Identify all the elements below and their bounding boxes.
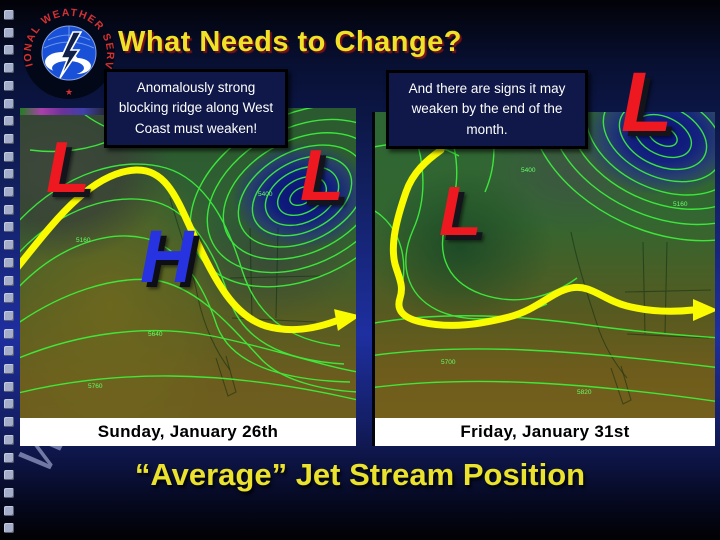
film-square [4,240,14,251]
film-square [4,169,14,180]
film-square [4,151,14,162]
film-square [4,523,14,534]
callout-weaken-signs: And there are signs it may weaken by the… [386,70,588,149]
film-square [4,381,14,392]
contour-label: 5400 [521,167,536,174]
map-right-canvas: 5160 5400 5700 5820 [375,112,715,418]
footer-title: “Average” Jet Stream Position [134,457,586,492]
low-pressure-marker: L [300,136,344,216]
film-square [4,346,14,357]
film-square [4,80,14,91]
map-left-caption: Sunday, January 26th [20,418,356,446]
nws-logo: NATIONAL WEATHER SERVICE ★ [22,6,115,99]
film-square [4,434,14,445]
film-square [4,505,14,516]
contour-label: 5820 [577,389,592,396]
film-square [4,10,14,20]
contour-label: 5760 [88,383,103,390]
map-right-jan31: 5160 5400 5700 5820 L L Friday, January … [372,60,715,446]
contour-lines [375,112,715,402]
filmstrip-decoration [0,0,18,540]
film-square [4,293,14,304]
map-right-caption: Friday, January 31st [375,418,715,446]
film-square [4,417,14,428]
film-square [4,222,14,233]
low-center-contours [189,108,356,288]
high-pressure-marker: H [140,215,194,298]
coastline-lines [570,231,712,405]
film-square [4,470,14,481]
contour-label: 5700 [441,359,456,366]
contour-value-labels: 5160 5400 5700 5820 [441,167,688,396]
film-square [4,328,14,339]
map-right-contours: 5160 5400 5700 5820 [375,112,715,405]
film-square [4,275,14,286]
slide-title: What Needs to Change? [118,26,463,58]
callout-blocking-ridge: Anomalously strong blocking ridge along … [104,69,288,148]
logo-lightning-icon [59,31,83,79]
contour-label: 5400 [258,191,273,198]
jet-arrowhead-icon [334,309,356,331]
low-pressure-marker: L [46,128,90,208]
low-center-contours [528,112,715,242]
contour-label: 5160 [76,237,91,244]
low-pressure-marker: L [439,172,482,250]
contour-label: 5640 [148,331,163,338]
contour-label: 5160 [673,201,688,208]
film-square [4,116,14,127]
film-square [4,27,14,38]
contour-value-labels: 5160 5400 5640 5760 [76,191,273,390]
film-square [4,45,14,56]
logo-cloud-shade [52,61,84,75]
film-square [4,452,14,463]
jet-arrowhead-icon [693,299,715,321]
map-left-contours: 5160 5400 5640 5760 [20,108,356,401]
film-square [4,310,14,321]
logo-star: ★ [65,87,73,97]
jet-stream-arrow-left [20,166,356,334]
film-square [4,364,14,374]
film-square [4,487,14,498]
low-pressure-marker: L [621,55,673,149]
map-left-canvas: 5160 5400 5640 5760 [20,108,356,418]
film-square [4,204,14,215]
film-square [4,187,14,197]
film-square [4,63,14,74]
film-square [4,399,14,410]
film-square [4,257,14,268]
map-left-jan26: 5160 5400 5640 5760 L L H Sunday, Januar… [20,108,356,446]
jet-stream-arrow-right [389,146,715,329]
contour-lines [20,108,356,401]
film-square [4,133,14,144]
film-square [4,98,14,109]
